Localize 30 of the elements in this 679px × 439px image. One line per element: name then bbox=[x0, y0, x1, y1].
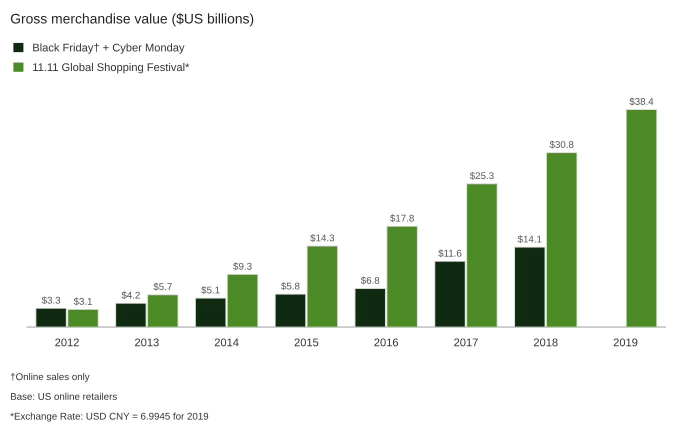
data-label: $6.8 bbox=[360, 276, 380, 284]
data-label: $11.6 bbox=[438, 249, 462, 258]
data-label: $5.8 bbox=[281, 282, 300, 290]
x-tick-label: 2014 bbox=[214, 338, 239, 346]
x-tick-label: 2016 bbox=[374, 338, 398, 346]
text: †Online sales only bbox=[10, 373, 90, 382]
data-label: $4.2 bbox=[122, 291, 140, 300]
data-label: $14.1 bbox=[518, 235, 542, 244]
data-label: $17.8 bbox=[390, 214, 414, 222]
legend-label: Black Friday† + Cyber Monday bbox=[33, 43, 184, 54]
data-label: $9.3 bbox=[233, 262, 252, 270]
x-tick-label: 2015 bbox=[294, 338, 318, 346]
data-label: $25.3 bbox=[470, 172, 494, 180]
bar bbox=[626, 109, 658, 328]
x-tick-label: 2017 bbox=[454, 338, 478, 346]
data-label: $3.1 bbox=[74, 298, 92, 306]
legend-label: 11.11 Global Shopping Festival* bbox=[33, 62, 190, 74]
text: *Exchange Rate: USD CNY = 6.9945 for 2019 bbox=[10, 412, 208, 422]
chart-title: Gross merchandise value ($US billions) bbox=[10, 13, 254, 26]
x-tick-label: 2012 bbox=[55, 338, 79, 346]
x-tick-label: 2019 bbox=[614, 338, 638, 346]
data-label: $5.1 bbox=[201, 286, 220, 294]
data-label: $38.4 bbox=[629, 98, 654, 106]
data-label: $3.3 bbox=[42, 296, 60, 304]
data-label: $30.8 bbox=[550, 140, 574, 149]
x-tick-label: 2018 bbox=[534, 338, 558, 346]
text: Base: US online retailers bbox=[10, 392, 117, 400]
x-tick-label: 2013 bbox=[135, 338, 159, 346]
data-label: $14.3 bbox=[310, 234, 334, 242]
data-label: $5.7 bbox=[153, 282, 172, 291]
